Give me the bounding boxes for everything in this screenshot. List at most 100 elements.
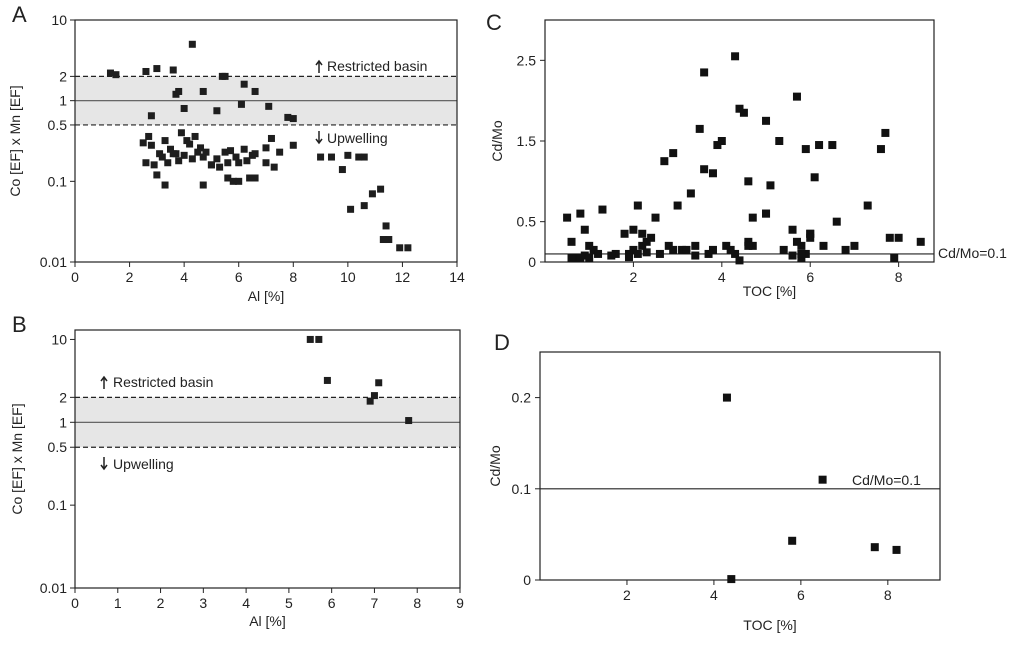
panel-a: 10 2 1 0.5 0.1 0.010 2 4 6 8 10 12 14 Al [%] Co [EF] x… xyxy=(7,12,465,304)
data-point xyxy=(629,245,638,254)
data-point xyxy=(916,237,925,246)
data-point xyxy=(762,116,771,125)
y-axis-label: Co [EF] x Mn [EF] xyxy=(9,403,25,514)
data-point xyxy=(158,153,166,161)
arrow-down-icon xyxy=(315,131,323,145)
data-point xyxy=(368,190,376,198)
data-point xyxy=(396,244,404,252)
data-point xyxy=(248,151,256,159)
x-tick-label: 1 xyxy=(114,595,122,611)
data-point xyxy=(797,241,806,250)
data-point xyxy=(276,148,284,156)
data-point xyxy=(682,245,691,254)
data-point xyxy=(167,145,174,153)
data-point xyxy=(589,245,598,254)
data-point xyxy=(708,169,717,178)
arrow-down-icon xyxy=(100,457,108,471)
data-point xyxy=(213,155,221,163)
data-point xyxy=(633,249,642,258)
data-point xyxy=(810,173,819,182)
data-point xyxy=(744,177,753,186)
x-tick-label: 12 xyxy=(395,269,411,285)
data-point xyxy=(344,151,352,159)
data-point xyxy=(607,251,616,260)
data-point xyxy=(727,575,736,584)
data-point xyxy=(262,144,270,152)
x-tick-label: 2 xyxy=(157,595,165,611)
data-point xyxy=(611,249,620,258)
data-point xyxy=(881,128,890,137)
y-axis-label: Co [EF] x Mn [EF] xyxy=(7,85,23,196)
data-point xyxy=(106,69,114,77)
data-point xyxy=(142,159,150,167)
data-point xyxy=(153,171,161,179)
data-point xyxy=(147,141,155,149)
x-tick-label: 2 xyxy=(623,587,631,603)
data-point xyxy=(735,256,744,265)
data-point xyxy=(885,233,894,242)
data-point xyxy=(265,102,273,110)
panel-d: Cd/Mo=0.1 0 0.1 0.2 2 4 6 8 TOC [%] Cd/Mo xyxy=(487,351,941,633)
data-point xyxy=(150,161,158,169)
y-tick-label: 2 xyxy=(59,68,67,84)
plot-frame xyxy=(74,19,458,263)
data-point xyxy=(243,157,251,165)
x-tick-label: 10 xyxy=(340,269,356,285)
data-point xyxy=(240,145,248,153)
y-tick-label: 1 xyxy=(59,414,67,430)
data-point xyxy=(726,245,735,254)
data-point xyxy=(806,229,815,238)
x-tick-label: 6 xyxy=(328,595,336,611)
x-tick-label: 8 xyxy=(895,269,903,285)
data-point xyxy=(678,245,687,254)
data-point xyxy=(235,159,243,167)
data-point xyxy=(691,251,700,260)
data-point xyxy=(594,249,603,258)
data-point xyxy=(708,245,717,254)
data-point xyxy=(651,213,660,222)
data-point xyxy=(571,253,580,262)
data-point xyxy=(797,249,806,258)
data-point xyxy=(788,536,797,545)
data-point xyxy=(642,237,651,246)
data-point xyxy=(598,205,607,214)
y-tick-label: 0.1 xyxy=(512,481,532,497)
data-point xyxy=(145,132,153,140)
data-point xyxy=(762,209,771,218)
x-tick-label: 7 xyxy=(371,595,379,611)
data-point xyxy=(669,245,678,254)
data-point xyxy=(638,241,647,250)
data-point xyxy=(686,189,695,198)
plot-frame xyxy=(74,329,461,589)
plot-frame xyxy=(544,19,935,263)
data-point xyxy=(700,68,709,77)
data-point xyxy=(213,107,221,115)
data-point xyxy=(169,66,177,74)
data-point xyxy=(819,241,828,250)
reference-line-label: Cd/Mo=0.1 xyxy=(852,472,921,488)
data-point xyxy=(850,241,859,250)
data-point xyxy=(563,213,572,222)
data-point xyxy=(284,113,292,121)
data-point xyxy=(815,141,824,150)
data-point xyxy=(161,137,169,145)
data-point xyxy=(180,151,188,159)
y-tick-label: 2.5 xyxy=(517,52,537,68)
data-point xyxy=(894,233,903,242)
data-point xyxy=(642,248,651,257)
y-tick-label: 0.5 xyxy=(517,214,537,230)
data-point xyxy=(180,104,188,112)
data-point xyxy=(270,163,278,171)
data-point xyxy=(317,153,325,161)
data-point xyxy=(624,253,633,262)
x-tick-label: 4 xyxy=(710,587,718,603)
data-point xyxy=(633,201,642,210)
data-point xyxy=(717,137,726,145)
data-point xyxy=(713,141,722,150)
x-tick-label: 0 xyxy=(71,269,79,285)
data-point xyxy=(323,376,331,384)
data-point xyxy=(722,393,731,402)
data-point xyxy=(142,67,150,75)
x-tick-label: 4 xyxy=(718,269,726,285)
